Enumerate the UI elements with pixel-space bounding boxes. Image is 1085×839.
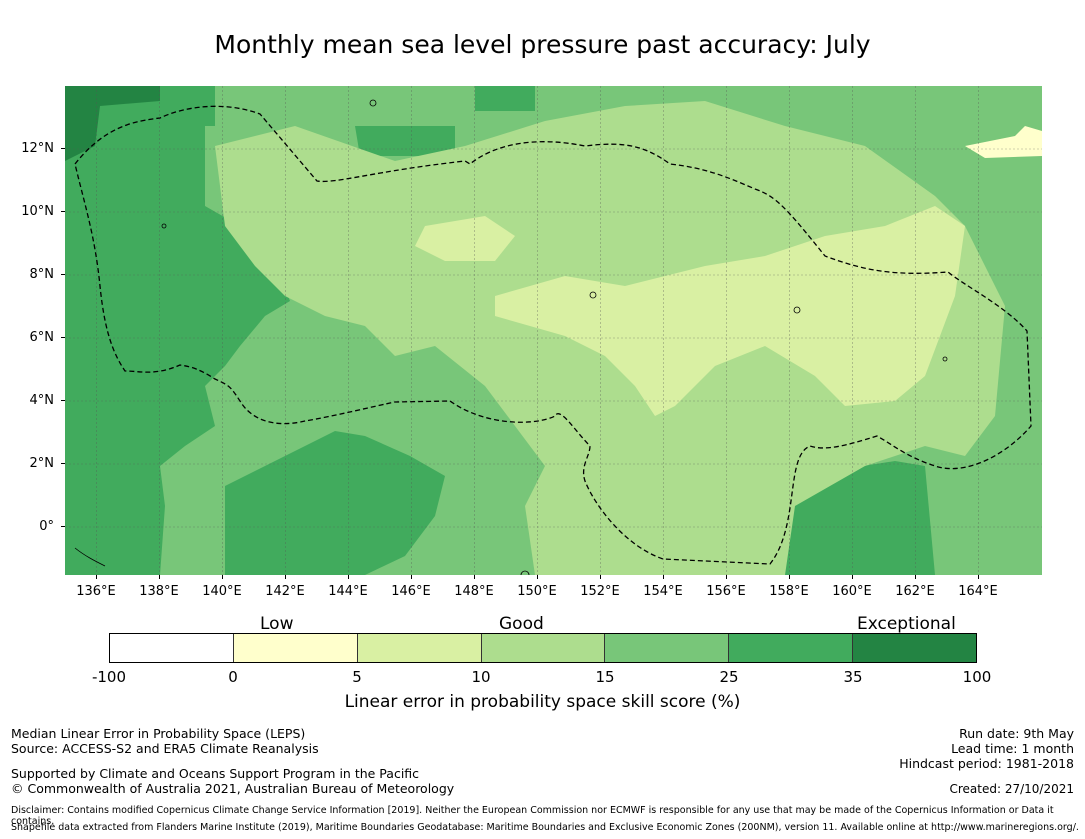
colorbar-segment-6 (729, 634, 854, 662)
colorbar-tick-7: 100 (962, 668, 992, 686)
lon-label-160e: 160°E (832, 584, 872, 599)
chart-title: Monthly mean sea level pressure past acc… (214, 30, 871, 59)
lat-label-10n: 10°N (21, 204, 54, 219)
colorbar-segment-5 (605, 634, 730, 662)
region-exceptional (65, 86, 160, 161)
graticule (65, 86, 1042, 575)
footer-right: Run date: 9th May Lead time: 1 month Hin… (899, 726, 1074, 771)
disclaimer-shapefile: Shapefile data extracted from Flanders M… (11, 822, 1079, 833)
lon-label-144e: 144°E (328, 584, 368, 599)
footer-method: Median Linear Error in Probability Space… (11, 726, 306, 741)
colorbar-tick-3: 10 (471, 668, 491, 686)
footer-created: Created: 27/10/2021 (949, 782, 1074, 796)
footer-lead-time: Lead time: 1 month (951, 741, 1074, 756)
xtick-144 (348, 575, 349, 579)
lon-label-164e: 164°E (958, 584, 998, 599)
footer-left-bottom: Supported by Climate and Oceans Support … (11, 766, 454, 796)
xtick-142 (285, 575, 286, 579)
xtick-146 (411, 575, 412, 579)
lat-label-4n: 4°N (29, 393, 55, 408)
lon-label-158e: 158°E (769, 584, 809, 599)
footer-copyright: © Commonwealth of Australia 2021, Austra… (11, 781, 455, 796)
footer-run-date: Run date: 9th May (959, 726, 1074, 741)
colorbar-category-exceptional: Exceptional (857, 614, 956, 634)
colorbar (109, 633, 977, 663)
ytick-8 (61, 274, 65, 275)
footer-source: Source: ACCESS-S2 and ERA5 Climate Reana… (11, 741, 319, 756)
lon-label-162e: 162°E (895, 584, 935, 599)
colorbar-tick-5: 25 (719, 668, 739, 686)
region-low-northeast (965, 126, 1042, 158)
footer-left-top: Median Linear Error in Probability Space… (11, 726, 319, 756)
island-2 (161, 223, 167, 229)
lat-label-6n: 6°N (29, 330, 55, 345)
island-3 (589, 291, 597, 299)
lon-label-154e: 154°E (643, 584, 683, 599)
region-lowmid-north (415, 216, 515, 261)
colorbar-tick-0: -100 (91, 668, 127, 686)
xtick-150 (537, 575, 538, 579)
ytick-2 (61, 463, 65, 464)
region-high-south (225, 431, 445, 575)
footer-support: Supported by Climate and Oceans Support … (11, 766, 420, 781)
xtick-156 (726, 575, 727, 579)
xtick-148 (474, 575, 475, 579)
lon-label-140e: 140°E (202, 584, 242, 599)
colorbar-category-good: Good (499, 614, 544, 634)
xtick-154 (663, 575, 664, 579)
island-1 (369, 99, 377, 107)
lat-label-12n: 12°N (21, 141, 54, 156)
lon-label-150e: 150°E (517, 584, 557, 599)
xtick-164 (978, 575, 979, 579)
lon-label-148e: 148°E (454, 584, 494, 599)
colorbar-segment-1 (110, 634, 234, 662)
lon-label-146e: 146°E (391, 584, 431, 599)
lat-label-2n: 2°N (29, 456, 55, 471)
region-high-west (65, 86, 290, 575)
colorbar-segment-7 (853, 634, 977, 662)
colorbar-tick-1: 0 (228, 668, 238, 686)
xtick-138 (159, 575, 160, 579)
ytick-0 (61, 526, 65, 527)
xtick-160 (852, 575, 853, 579)
xtick-136 (96, 575, 97, 579)
islands (74, 99, 948, 575)
footer-hindcast: Hindcast period: 1981-2018 (899, 756, 1074, 771)
colorbar-title: Linear error in probability space skill … (344, 692, 741, 712)
skill-map (65, 86, 1042, 575)
colorbar-tick-4: 15 (595, 668, 615, 686)
colorbar-segment-3 (357, 634, 482, 662)
lon-label-136e: 136°E (76, 584, 116, 599)
lon-label-142e: 142°E (265, 584, 305, 599)
disclaimer-copernicus: Disclaimer: Contains modified Copernicus… (11, 805, 1054, 827)
ytick-10 (61, 211, 65, 212)
xtick-162 (915, 575, 916, 579)
skill-map-canvas (65, 86, 1042, 575)
lon-label-138e: 138°E (139, 584, 179, 599)
ytick-6 (61, 337, 65, 338)
lat-label-0: 0° (39, 519, 54, 534)
colorbar-segment-2 (233, 634, 358, 662)
island-7 (74, 547, 106, 567)
colorbar-segment-4 (481, 634, 606, 662)
xtick-152 (600, 575, 601, 579)
ytick-12 (61, 148, 65, 149)
lon-label-152e: 152°E (580, 584, 620, 599)
region-high-north2 (475, 86, 535, 111)
lon-label-156e: 156°E (706, 584, 746, 599)
xtick-140 (222, 575, 223, 579)
island-6 (520, 570, 530, 575)
region-lowmid-center (495, 206, 965, 416)
xtick-158 (789, 575, 790, 579)
island-4 (793, 306, 801, 314)
colorbar-tick-2: 5 (352, 668, 362, 686)
lat-label-8n: 8°N (29, 267, 55, 282)
colorbar-category-low: Low (260, 614, 294, 634)
colorbar-tick-6: 35 (843, 668, 863, 686)
island-5 (942, 356, 948, 362)
ytick-4 (61, 400, 65, 401)
region-high-north (355, 126, 455, 156)
